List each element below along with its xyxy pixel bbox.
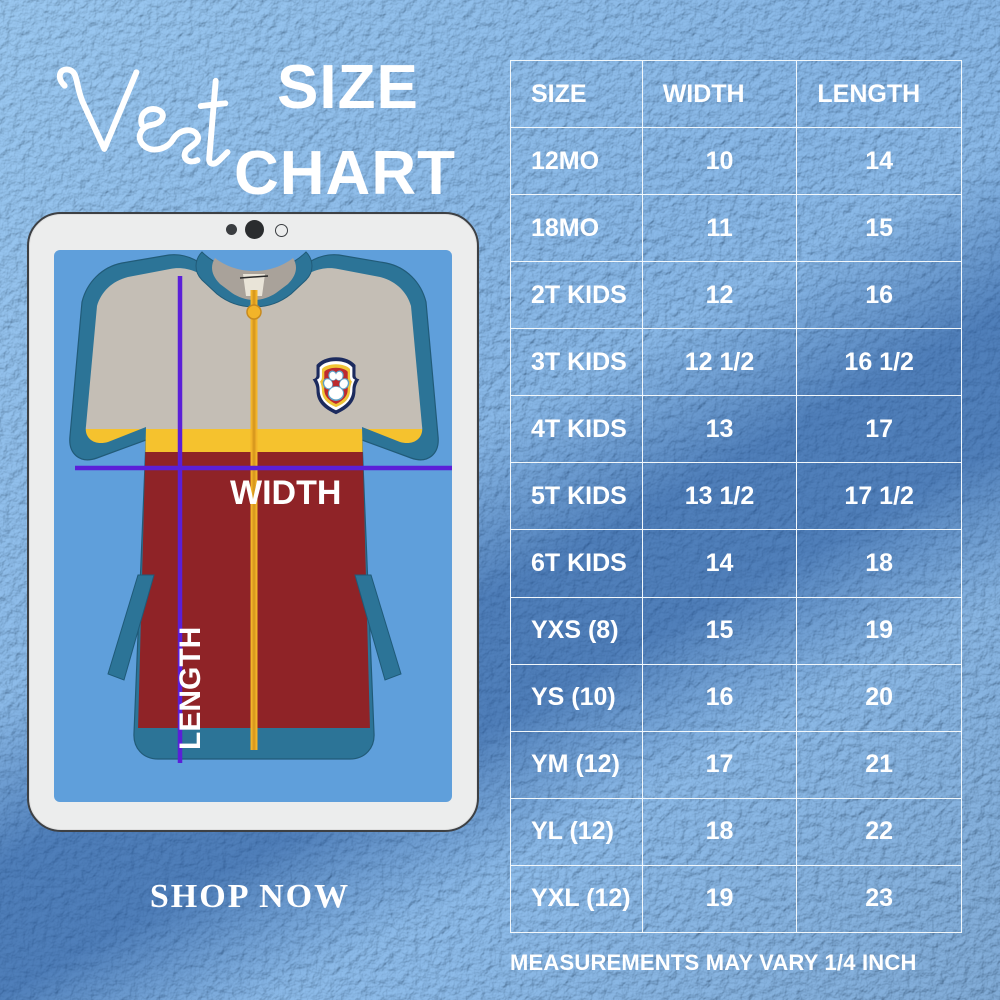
svg-text:WIDTH: WIDTH (230, 474, 341, 512)
svg-text:LENGTH: LENGTH (174, 627, 207, 750)
